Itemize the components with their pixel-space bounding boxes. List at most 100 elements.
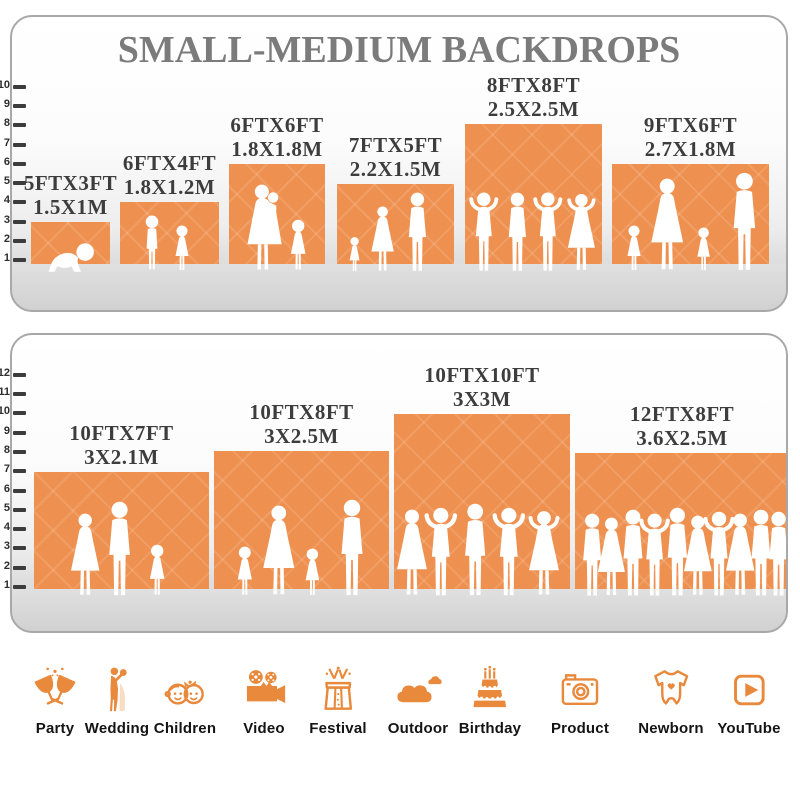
size-m-label: 3X2.5M [264, 424, 339, 448]
category-label: Children [153, 720, 217, 737]
ruler-tick [13, 104, 26, 108]
backdrop-size-label: 6FTX4FT 1.8X1.2M [123, 151, 216, 199]
size-ft-label: 5FTX3FT [23, 171, 118, 195]
category-label: Wedding [84, 720, 150, 737]
ruler-tick-label: 7 [3, 463, 10, 476]
ruler-tick-label: 1 [3, 579, 10, 591]
ruler-tick [13, 449, 26, 454]
backdrop-size-label: 9FTX6FT 2.7X1.8M [644, 113, 737, 161]
person-silhouette-girl [234, 545, 256, 599]
person-silhouette-woman-up [565, 192, 598, 274]
backdrop-size-label: 12FTX8FT 3.6X2.5M [630, 402, 734, 450]
size-m-label: 3.6X2.5M [636, 426, 728, 450]
product-icon [552, 660, 608, 716]
backdrop-size-label: 10FTX8FT 3X2.5M [249, 400, 353, 448]
person-silhouette-woman [648, 178, 686, 274]
backdrop-size-label: 5FTX3FT 1.5X1M [24, 171, 117, 219]
ruler-tick [13, 527, 26, 532]
category-label: Video [243, 720, 285, 737]
size-m-label: 1.8X1.8M [231, 137, 323, 161]
ruler-tick [13, 258, 26, 262]
category-item: Newborn [638, 660, 704, 737]
ruler-tick-label: 4 [3, 194, 10, 207]
ruler-tick [13, 84, 26, 89]
category-item: Wedding [85, 660, 149, 737]
backdrop-size-label: 6FTX6FT 1.8X1.8M [230, 113, 323, 161]
page-title: SMALL-MEDIUM BACKDROPS [117, 29, 681, 71]
backdrop-size-label: 8FTX8FT 2.5X2.5M [487, 73, 580, 121]
ruler-tick-label: 1 [3, 252, 10, 264]
person-silhouette-girl [624, 224, 644, 274]
person-silhouette-man-up [490, 505, 528, 599]
newborn-icon [643, 660, 699, 716]
category-label: Product [550, 720, 610, 737]
ruler-tick [13, 469, 26, 474]
category-item: Outdoor [388, 660, 449, 737]
backdrop-size-label: 10FTX10FT 3X3M [424, 363, 539, 411]
backdrop-block [337, 184, 454, 264]
ruler-tick [13, 123, 26, 128]
backdrop-block [31, 222, 110, 264]
person-silhouette-woman [68, 513, 102, 599]
ruler-tick-label: 3 [3, 213, 10, 226]
youtube-icon [721, 660, 777, 716]
size-ft-label: 7FTX5FT [348, 133, 443, 157]
person-silhouette-woman [369, 206, 396, 274]
ruler-tick [13, 430, 26, 435]
ruler-tick [13, 161, 26, 166]
category-label: Newborn [638, 720, 704, 737]
ruler-tick [13, 372, 26, 377]
backdrop-size-label: 7FTX5FT 2.2X1.5M [349, 133, 442, 181]
size-m-label: 3X2.1M [84, 445, 159, 469]
ruler-tick [13, 238, 26, 243]
size-ft-label: 8FTX8FT [486, 73, 581, 97]
size-ft-label: 6FTX4FT [122, 151, 217, 175]
ruler-tick-label: 5 [3, 501, 10, 514]
person-silhouette-girl [172, 224, 192, 274]
ruler-tick-label: 10 [0, 78, 10, 91]
size-m-label: 2.2X1.5M [349, 157, 442, 181]
size-ft-label: 6FTX6FT [230, 113, 324, 137]
category-item: YouTube [717, 660, 780, 737]
ground [12, 589, 786, 631]
person-silhouette-man [501, 192, 534, 274]
person-silhouette-girl [146, 543, 168, 599]
category-item: Video [236, 660, 292, 737]
category-item: Children [154, 660, 216, 737]
ruler-tick-label: 8 [3, 117, 10, 130]
children-icon [157, 660, 213, 716]
person-silhouette-baby [43, 240, 98, 274]
wedding-icon [89, 660, 145, 716]
person-silhouette-man [100, 501, 139, 599]
size-ft-label: 12FTX8FT [629, 402, 735, 426]
person-silhouette-man [456, 503, 494, 599]
ruler-tick-label: 2 [3, 232, 10, 245]
category-label: YouTube [717, 720, 781, 737]
ruler-tick-label: 11 [0, 386, 10, 398]
ruler-tick-label: 2 [3, 559, 10, 572]
person-silhouette-girl [302, 547, 323, 599]
ruler-tick [13, 546, 26, 551]
size-m-label: 1.5X1M [33, 195, 108, 219]
ruler-tick-label: 6 [3, 155, 10, 168]
person-silhouette-man-up [422, 505, 460, 599]
festival-icon [310, 660, 366, 716]
medium-backdrops-panel: 10FTX7FT 3X2.1M 10FTX8FT 3X2.5M 10FTX10FT 3X3… [10, 333, 788, 633]
category-label: Birthday [458, 720, 522, 737]
size-ft-label: 9FTX6FT [643, 113, 738, 137]
person-silhouette-boy [140, 214, 164, 274]
size-ft-label: 10FTX10FT [424, 363, 540, 387]
person-silhouette-girl [287, 218, 309, 274]
ruler-tick [13, 142, 26, 147]
ruler-tick [13, 219, 26, 224]
ruler-tick-label: 10 [0, 405, 10, 418]
category-label: Festival [309, 720, 367, 737]
party-icon [27, 660, 83, 716]
ruler-tick-label: 6 [3, 482, 10, 495]
size-m-label: 3X3M [453, 387, 511, 411]
category-item: Party [27, 660, 83, 737]
ruler-tick-label: 3 [3, 540, 10, 553]
ruler-tick-label: 7 [3, 136, 10, 149]
size-ft-label: 10FTX7FT [69, 421, 174, 445]
person-silhouette-woman [260, 505, 298, 599]
